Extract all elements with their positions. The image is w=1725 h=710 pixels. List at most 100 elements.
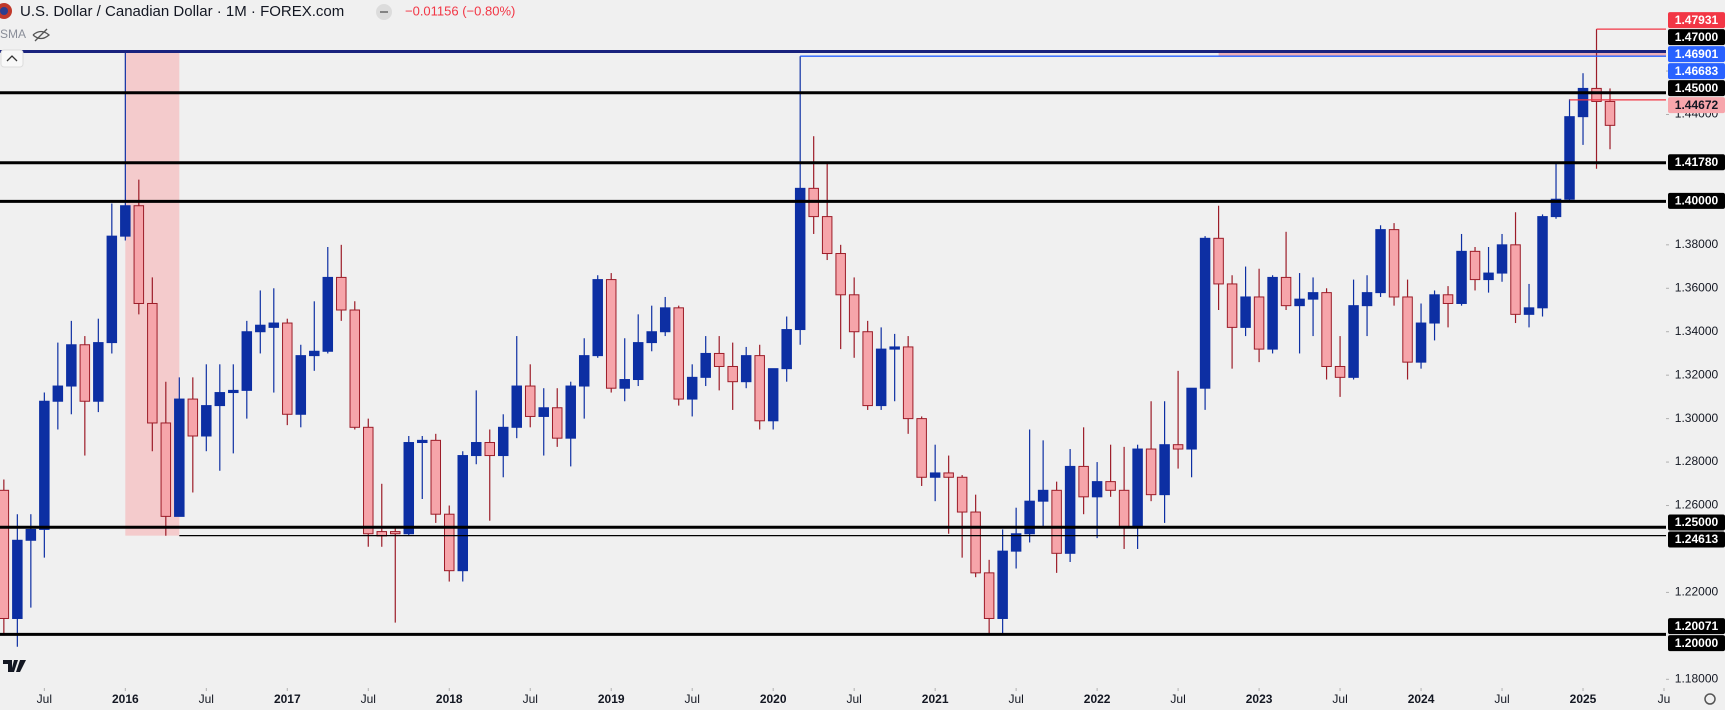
x-tick-label: Jul <box>1494 692 1509 706</box>
candle-body <box>1091 481 1103 498</box>
candle-body <box>187 398 199 437</box>
x-tick-label: Jul <box>523 692 538 706</box>
candle-body <box>79 344 91 402</box>
candle-body <box>1496 244 1508 274</box>
candle-body <box>673 307 684 400</box>
candle-body <box>821 216 833 255</box>
candle-body <box>1402 296 1413 363</box>
candle-body <box>740 355 752 383</box>
candle-body <box>52 385 64 402</box>
candle-body <box>241 331 253 391</box>
candle-body <box>1226 283 1238 328</box>
y-tick-label: 1.18000 <box>1675 671 1719 685</box>
levels <box>0 28 1666 636</box>
level-label-bg <box>1668 154 1725 171</box>
candle-body <box>794 187 806 331</box>
candle-body <box>471 442 482 457</box>
candle-body <box>956 476 968 513</box>
candle-body <box>390 531 401 535</box>
candle-body <box>1051 489 1062 554</box>
candle-body <box>929 472 941 478</box>
candle-body <box>632 342 644 381</box>
candle-body <box>889 346 900 350</box>
y-tick-label: 1.32000 <box>1675 367 1719 381</box>
x-tick-label: 2019 <box>598 692 625 706</box>
candle-body <box>1267 276 1278 350</box>
candle-body <box>1442 294 1454 304</box>
candles <box>0 29 1616 647</box>
y-tick-label: 1.36000 <box>1675 280 1719 294</box>
candle-body <box>1159 444 1170 496</box>
candle-body <box>1591 87 1602 102</box>
level-label-bg <box>1668 192 1725 209</box>
level-label: 1.20000 <box>1675 636 1719 650</box>
candle-body <box>255 324 266 333</box>
header: U.S. Dollar / Canadian Dollar · 1M · FOR… <box>0 3 515 68</box>
candle-body <box>754 355 765 422</box>
candle-body <box>1361 292 1373 307</box>
level-label: 1.20071 <box>1675 619 1719 633</box>
candle-body <box>619 379 630 389</box>
level-label-bg <box>1668 514 1725 531</box>
candle-body <box>1550 198 1562 218</box>
level-label: 1.45000 <box>1675 81 1719 95</box>
x-tick-label: Jul <box>37 692 52 706</box>
level-label: 1.44672 <box>1675 98 1719 112</box>
flag-icon-inner <box>0 7 8 15</box>
candle-body <box>686 376 698 400</box>
level-label-bg <box>1668 46 1725 63</box>
candle-body <box>1172 444 1184 450</box>
level-label-bg <box>1668 97 1725 114</box>
x-tick-label: Jul <box>361 692 376 706</box>
candle-body <box>848 294 860 333</box>
candle-body <box>1415 322 1427 363</box>
x-tick-label: 2021 <box>922 692 949 706</box>
candle-body <box>268 322 280 328</box>
candle-body <box>551 407 563 439</box>
level-label: 1.41780 <box>1675 155 1719 169</box>
x-tick-label: 2016 <box>112 692 139 706</box>
x-tick-label: 2017 <box>274 692 301 706</box>
candle-body <box>1213 237 1224 285</box>
candle-body <box>1388 229 1400 298</box>
candle-body <box>228 389 239 394</box>
level-label: 1.47931 <box>1675 13 1719 27</box>
candle-body <box>0 489 10 619</box>
level-label: 1.46683 <box>1675 64 1719 78</box>
candle-body <box>1037 489 1049 502</box>
candle-body <box>1456 250 1467 304</box>
level-label-bg <box>1668 618 1725 635</box>
x-tick-label: 2025 <box>1570 692 1597 706</box>
logo <box>3 660 26 672</box>
candle-body <box>282 322 293 415</box>
candle-body <box>1348 305 1359 378</box>
candle-body <box>511 385 522 428</box>
candle-body <box>363 426 374 535</box>
x-tick-label: Jul <box>846 692 861 706</box>
candle-body <box>1118 489 1130 528</box>
candle-body <box>1010 533 1022 552</box>
x-tick-label: 2024 <box>1408 692 1435 706</box>
candle-body <box>295 355 307 415</box>
x-tick-label: Jul <box>685 692 700 706</box>
candle-body <box>1510 244 1521 315</box>
candle-body <box>862 331 873 407</box>
candle-body <box>160 422 172 517</box>
candle-body <box>605 279 617 389</box>
x-tick-label: Jul <box>1332 692 1347 706</box>
y-tick-label: 1.22000 <box>1675 585 1719 599</box>
candle-body <box>174 398 185 517</box>
candle-body <box>1375 229 1386 294</box>
collapse-button[interactable] <box>0 49 24 68</box>
candle-body <box>1577 87 1589 118</box>
settings-icon[interactable] <box>1704 693 1716 705</box>
level-label: 1.24613 <box>1675 532 1719 546</box>
candle-body <box>484 442 495 457</box>
level-label-bg <box>1668 80 1725 97</box>
candle-body <box>1078 465 1089 498</box>
x-tick-label: 2022 <box>1084 692 1111 706</box>
candle-body <box>214 392 226 407</box>
hide-icon[interactable] <box>32 28 50 42</box>
